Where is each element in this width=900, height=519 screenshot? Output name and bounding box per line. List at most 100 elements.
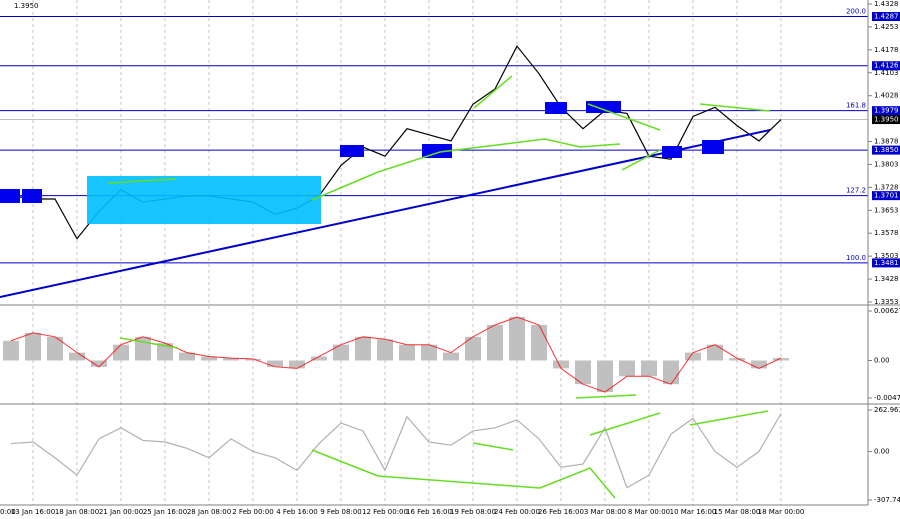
level-label: 1.3979 bbox=[874, 107, 899, 115]
histogram-bar bbox=[179, 352, 195, 361]
y-tick-label: 1.3503 bbox=[874, 252, 899, 260]
histogram-bar bbox=[443, 352, 459, 361]
histogram-bar bbox=[707, 344, 723, 361]
x-tick-label: 15 Mar 08:00 bbox=[714, 508, 761, 516]
y-tick-label: 1.3878 bbox=[874, 138, 899, 146]
x-tick-label: 25 Jan 16:00 bbox=[143, 508, 187, 516]
symbol-price: 1.3950 bbox=[14, 2, 39, 10]
y-tick-label: 0.00627 bbox=[874, 307, 900, 315]
histogram-bar bbox=[113, 344, 129, 361]
y-tick-label: 1.4028 bbox=[874, 92, 899, 100]
level-label: 1.3701 bbox=[874, 192, 899, 200]
histogram-bar bbox=[333, 344, 349, 361]
histogram-bar bbox=[421, 344, 437, 361]
histogram-bar bbox=[157, 343, 173, 361]
x-tick-label: 21 Jan 00:00 bbox=[99, 508, 143, 516]
histogram-bar bbox=[201, 356, 217, 361]
level-label: 1.4287 bbox=[874, 13, 899, 21]
x-tick-label: 28 Jan 08:00 bbox=[187, 508, 231, 516]
x-tick-label: 19 Feb 08:00 bbox=[450, 508, 496, 516]
annotations bbox=[0, 0, 900, 506]
divergence-lines bbox=[107, 75, 771, 499]
y-tick-label: 1.4103 bbox=[874, 69, 899, 77]
y-tick-label: 0.00 bbox=[874, 447, 890, 455]
fib-label: 161.8 bbox=[846, 102, 866, 110]
histogram-bar bbox=[355, 336, 371, 361]
histogram-bar bbox=[619, 360, 635, 377]
trend-line bbox=[0, 129, 771, 298]
histogram-bar bbox=[531, 324, 547, 361]
histogram-bar bbox=[377, 339, 393, 361]
histogram-bar bbox=[245, 358, 261, 361]
histogram-bar bbox=[399, 344, 415, 361]
y-tick-label: 0.00 bbox=[874, 357, 890, 365]
y-tick-label: 262.9636 bbox=[874, 406, 900, 414]
x-tick-label: 9 Feb 08:00 bbox=[320, 508, 361, 516]
histogram-bar bbox=[267, 360, 283, 367]
histogram-bar bbox=[289, 360, 305, 369]
level-tag bbox=[872, 61, 900, 71]
histogram-bar bbox=[223, 358, 239, 361]
histogram-bar bbox=[311, 356, 327, 361]
histogram-bar bbox=[597, 360, 613, 393]
x-tick-label: 26 Feb 16:00 bbox=[538, 508, 584, 516]
y-tick-label: 1.3653 bbox=[874, 206, 899, 214]
fib-label: 200.0 bbox=[846, 8, 866, 16]
x-tick-label: 2 Feb 00:00 bbox=[232, 508, 273, 516]
y-tick-label: 1.4253 bbox=[874, 23, 899, 31]
y-tick-label: 1.3353 bbox=[874, 298, 899, 306]
x-tick-label: 13 Jan 16:00 bbox=[11, 508, 55, 516]
x-tick-label: 18 Jan 08:00 bbox=[55, 508, 99, 516]
range-box bbox=[87, 176, 321, 224]
y-tick-label: 1.3803 bbox=[874, 160, 899, 168]
histogram-bar bbox=[465, 336, 481, 361]
histogram-bar bbox=[25, 332, 41, 361]
histogram-bar bbox=[487, 324, 503, 361]
current-label: 1.3950 bbox=[874, 116, 899, 124]
histogram-bar bbox=[685, 352, 701, 361]
histogram-bar bbox=[663, 360, 679, 385]
histogram-bar bbox=[509, 317, 525, 361]
level-tag bbox=[872, 191, 900, 201]
histogram-bar bbox=[3, 340, 19, 361]
x-tick-label: 12 Feb 00:00 bbox=[362, 508, 408, 516]
markers bbox=[0, 101, 724, 203]
level-tag bbox=[872, 258, 900, 268]
histogram-bar bbox=[47, 336, 63, 361]
level-label: 1.3850 bbox=[874, 146, 899, 154]
y-tick-label: 1.3578 bbox=[874, 229, 899, 237]
level-label: 1.4126 bbox=[874, 62, 899, 70]
level-label: 1.3481 bbox=[874, 259, 899, 267]
x-tick-label: 4 Feb 16:00 bbox=[276, 508, 317, 516]
y-tick-label: -0.00475 bbox=[874, 394, 900, 402]
x-tick-label: 10 Mar 16:00 bbox=[670, 508, 717, 516]
y-tick-label: -307.7436 bbox=[874, 496, 900, 504]
x-tick-label: 8 Mar 00:00 bbox=[628, 508, 670, 516]
signal-line bbox=[10, 316, 782, 393]
x-tick-label: 16 Feb 16:00 bbox=[406, 508, 452, 516]
x-tick-label: 3 Mar 08:00 bbox=[584, 508, 626, 516]
histogram-bar bbox=[575, 360, 591, 385]
y-tick-label: 1.3428 bbox=[874, 275, 899, 283]
histogram-bar bbox=[729, 358, 745, 361]
histogram-bar bbox=[69, 352, 85, 361]
y-tick-label: 1.4178 bbox=[874, 46, 899, 54]
histogram-bar bbox=[641, 360, 657, 377]
current-tag bbox=[872, 115, 900, 125]
histogram-bar bbox=[751, 360, 767, 369]
level-tag bbox=[872, 12, 900, 22]
level-tag bbox=[872, 145, 900, 155]
y-tick-label: 1.3728 bbox=[874, 183, 899, 191]
x-tick-label: 18 Mar 00:00 bbox=[758, 508, 805, 516]
fib-label: 127.2 bbox=[846, 187, 866, 195]
level-tag bbox=[872, 106, 900, 116]
histogram-bar bbox=[773, 358, 789, 361]
histogram-bar bbox=[91, 360, 107, 367]
price-line bbox=[10, 413, 782, 489]
fib-label: 100.0 bbox=[846, 254, 866, 262]
x-tick-label: 24 Feb 00:00 bbox=[494, 508, 540, 516]
x-tick-label: 0:00 bbox=[0, 508, 16, 516]
histogram-bar bbox=[553, 360, 569, 369]
